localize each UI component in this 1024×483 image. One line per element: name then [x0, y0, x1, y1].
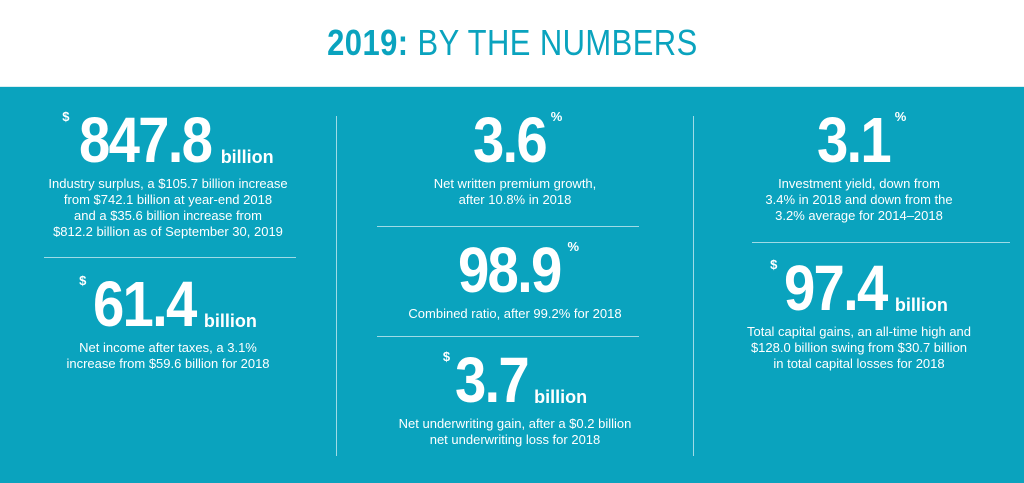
stats-panel: $ 847.8 billion Industry surplus, a $105…: [0, 86, 1024, 483]
stat-description: Net written premium growth, after 10.8% …: [337, 176, 693, 208]
stat-unit: billion: [894, 295, 948, 315]
stat-figure: $ 847.8 billion: [62, 108, 273, 172]
page-title: 2019: BY THE NUMBERS: [327, 22, 698, 64]
stat-figure: 3.6 %: [468, 108, 563, 172]
stat-figure: $ 61.4 billion: [79, 272, 257, 336]
desc-line: net underwriting loss for 2018: [429, 432, 601, 447]
stat-description: Net income after taxes, a 3.1% increase …: [0, 340, 336, 372]
stat-premium-growth: 3.6 % Net written premium growth, after …: [337, 108, 693, 208]
desc-line: Net written premium growth,: [433, 176, 597, 191]
stat-underwriting: $ 3.7 billion Net underwriting gain, aft…: [337, 348, 693, 448]
stat-value: 97.4: [784, 252, 888, 324]
desc-line: from $742.1 billion at year-end 2018: [63, 192, 273, 207]
row-divider: [44, 257, 296, 258]
header-bar: 2019: BY THE NUMBERS: [0, 0, 1024, 87]
stat-value: 61.4: [93, 268, 197, 340]
column-divider: [693, 116, 694, 456]
currency-symbol: $: [770, 257, 778, 272]
desc-line: $128.0 billion swing from $30.7 billion: [750, 340, 968, 355]
currency-symbol: $: [442, 349, 451, 364]
stat-value: 847.8: [78, 104, 213, 176]
stat-net-income: $ 61.4 billion Net income after taxes, a…: [0, 272, 336, 372]
desc-line: $812.2 billion as of September 30, 2019: [53, 224, 283, 239]
desc-line: and a $35.6 billion increase from: [74, 208, 262, 223]
stat-description: Net underwriting gain, after a $0.2 bill…: [337, 416, 693, 448]
stat-unit: billion: [534, 387, 588, 407]
stat-capital-gains: $ 97.4 billion Total capital gains, an a…: [694, 256, 1024, 372]
stat-value: 3.6: [472, 104, 548, 176]
stat-unit: billion: [203, 311, 257, 331]
stat-combined-ratio: 98.9 % Combined ratio, after 99.2% for 2…: [337, 238, 693, 322]
stat-description: Combined ratio, after 99.2% for 2018: [337, 306, 693, 322]
desc-line: Investment yield, down from: [778, 176, 940, 191]
percent-symbol: %: [894, 109, 907, 124]
desc-line: Total capital gains, an all-time high an…: [746, 324, 972, 339]
desc-line: 3.2% average for 2014–2018: [775, 208, 943, 223]
stat-description: Total capital gains, an all-time high an…: [694, 324, 1024, 372]
stat-figure: $ 97.4 billion: [770, 256, 948, 320]
row-divider: [377, 226, 639, 227]
stat-surplus: $ 847.8 billion Industry surplus, a $105…: [0, 108, 336, 240]
stat-description: Investment yield, down from 3.4% in 2018…: [694, 176, 1024, 224]
desc-line: Net income after taxes, a 3.1%: [79, 340, 257, 355]
desc-line: Industry surplus, a $105.7 billion incre…: [48, 176, 288, 191]
currency-symbol: $: [62, 109, 70, 124]
stat-description: Industry surplus, a $105.7 billion incre…: [0, 176, 336, 240]
stat-figure: $ 3.7 billion: [443, 348, 587, 412]
row-divider: [377, 336, 639, 337]
stat-investment-yield: 3.1 % Investment yield, down from 3.4% i…: [694, 108, 1024, 224]
desc-line: in total capital losses for 2018: [773, 356, 945, 371]
stat-figure: 3.1 %: [812, 108, 907, 172]
title-text: BY THE NUMBERS: [417, 22, 698, 63]
title-year: 2019:: [326, 22, 409, 63]
desc-line: 3.4% in 2018 and down from the: [765, 192, 953, 207]
desc-line: increase from $59.6 billion for 2018: [66, 356, 270, 371]
stat-value: 3.7: [455, 344, 530, 416]
currency-symbol: $: [79, 273, 87, 288]
stat-figure: 98.9 %: [451, 238, 579, 302]
stat-value: 98.9: [457, 234, 562, 306]
row-divider: [752, 242, 1010, 243]
desc-line: Combined ratio, after 99.2% for 2018: [408, 306, 622, 321]
stat-value: 3.1: [816, 104, 892, 176]
column-divider: [336, 116, 337, 456]
stat-unit: billion: [220, 147, 274, 167]
percent-symbol: %: [567, 239, 580, 254]
desc-line: after 10.8% in 2018: [458, 192, 572, 207]
desc-line: Net underwriting gain, after a $0.2 bill…: [398, 416, 632, 431]
percent-symbol: %: [550, 109, 563, 124]
